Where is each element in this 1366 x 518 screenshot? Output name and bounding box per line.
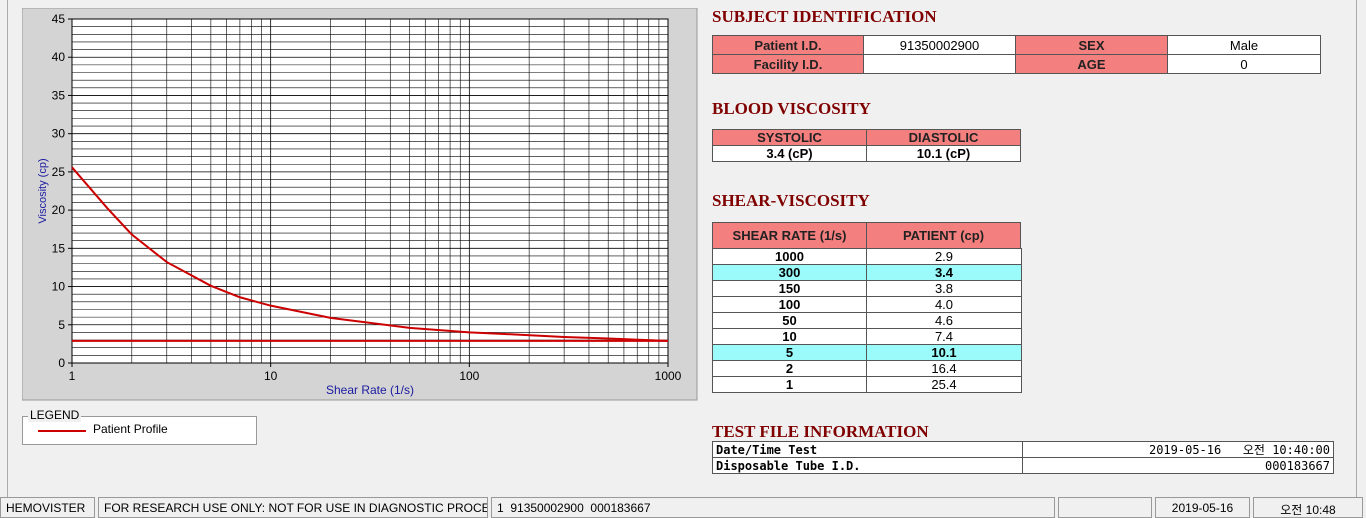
chart: 0 5 10 15 20 25 30 35 40 45 1 10 100 1000 Shear Rate (… <box>22 8 698 401</box>
plot-area <box>72 19 668 363</box>
cell: 7.4 <box>866 328 1022 345</box>
cell: 2019-05-16 <box>1155 497 1250 518</box>
left-edge <box>0 0 8 497</box>
cell: 1 <box>712 376 867 393</box>
cell: 150 <box>712 280 867 297</box>
cell: 50 <box>712 312 867 329</box>
cell: 5 <box>712 344 867 361</box>
y-tick-label: 10 <box>52 280 66 294</box>
cell: Disposable Tube I.D. <box>712 457 1023 474</box>
cell: 2 <box>712 360 867 377</box>
y-axis-label: Viscosity (cp) <box>37 158 49 223</box>
y-tick-label: 40 <box>52 50 66 64</box>
cell: 4.0 <box>866 296 1022 313</box>
cell: 10 <box>712 328 867 345</box>
x-axis-label: Shear Rate (1/s) <box>326 383 414 397</box>
y-tick-label: 35 <box>52 88 66 102</box>
cell: PATIENT (cp) <box>866 222 1021 249</box>
x-tick-label: 100 <box>459 369 479 383</box>
cell: SYSTOLIC <box>712 129 867 146</box>
cell: 10.1 <box>866 344 1022 361</box>
right-edge <box>1356 0 1366 497</box>
cell: 300 <box>712 264 867 281</box>
section-title: TEST FILE INFORMATION <box>712 422 929 441</box>
legend-swatch <box>38 430 86 432</box>
cell: 100 <box>712 296 867 313</box>
cell: 16.4 <box>866 360 1022 377</box>
y-tick-label: 25 <box>52 165 66 179</box>
cell: Facility I.D. <box>712 54 864 74</box>
cell: FOR RESEARCH USE ONLY: NOT FOR USE IN DI… <box>98 497 488 518</box>
cell: 0 <box>1167 54 1321 74</box>
cell: 2.9 <box>866 248 1022 265</box>
x-tick-label: 1000 <box>655 369 682 383</box>
section-title: SHEAR-VISCOSITY <box>712 191 870 210</box>
y-tick-label: 5 <box>58 318 65 332</box>
cell: Male <box>1167 35 1321 55</box>
y-tick-label: 20 <box>52 203 66 217</box>
cell: Date/Time Test <box>712 441 1023 458</box>
cell: 25.4 <box>866 376 1022 393</box>
cell: 1000 <box>712 248 867 265</box>
cell: 4.6 <box>866 312 1022 329</box>
x-tick-label: 1 <box>69 369 76 383</box>
cell: SEX <box>1015 35 1168 55</box>
data-line <box>71 166 669 342</box>
cell: 3.8 <box>866 280 1022 297</box>
legend-label: Patient Profile <box>93 422 168 436</box>
y-tick-label: 15 <box>52 241 66 255</box>
cell: 3.4 <box>866 264 1022 281</box>
section-title: BLOOD VISCOSITY <box>712 99 871 118</box>
cell: 오전 10:48 <box>1253 497 1363 518</box>
cell <box>863 54 1016 74</box>
cell: 2019-05-16 오전 10:40:00 <box>1022 441 1334 458</box>
cell: 1 91350002900 000183667 <box>491 497 1055 518</box>
cell: 000183667 <box>1022 457 1334 474</box>
legend-title: LEGEND <box>28 408 82 422</box>
cell: AGE <box>1015 54 1168 74</box>
y-tick-label: 45 <box>52 12 66 26</box>
cell: 91350002900 <box>863 35 1016 55</box>
x-tick-label: 10 <box>264 369 278 383</box>
cell: 10.1 (cP) <box>866 145 1021 162</box>
cell: HEMOVISTER <box>0 497 95 518</box>
section-title: SUBJECT IDENTIFICATION <box>712 7 937 26</box>
cell: Patient I.D. <box>712 35 864 55</box>
y-tick-label: 30 <box>52 127 66 141</box>
y-tick-label: 0 <box>58 356 65 370</box>
cell: 3.4 (cP) <box>712 145 867 162</box>
plot-border <box>71 18 669 364</box>
cell <box>1058 497 1152 518</box>
cell: SHEAR RATE (1/s) <box>712 222 867 249</box>
cell: DIASTOLIC <box>866 129 1021 146</box>
